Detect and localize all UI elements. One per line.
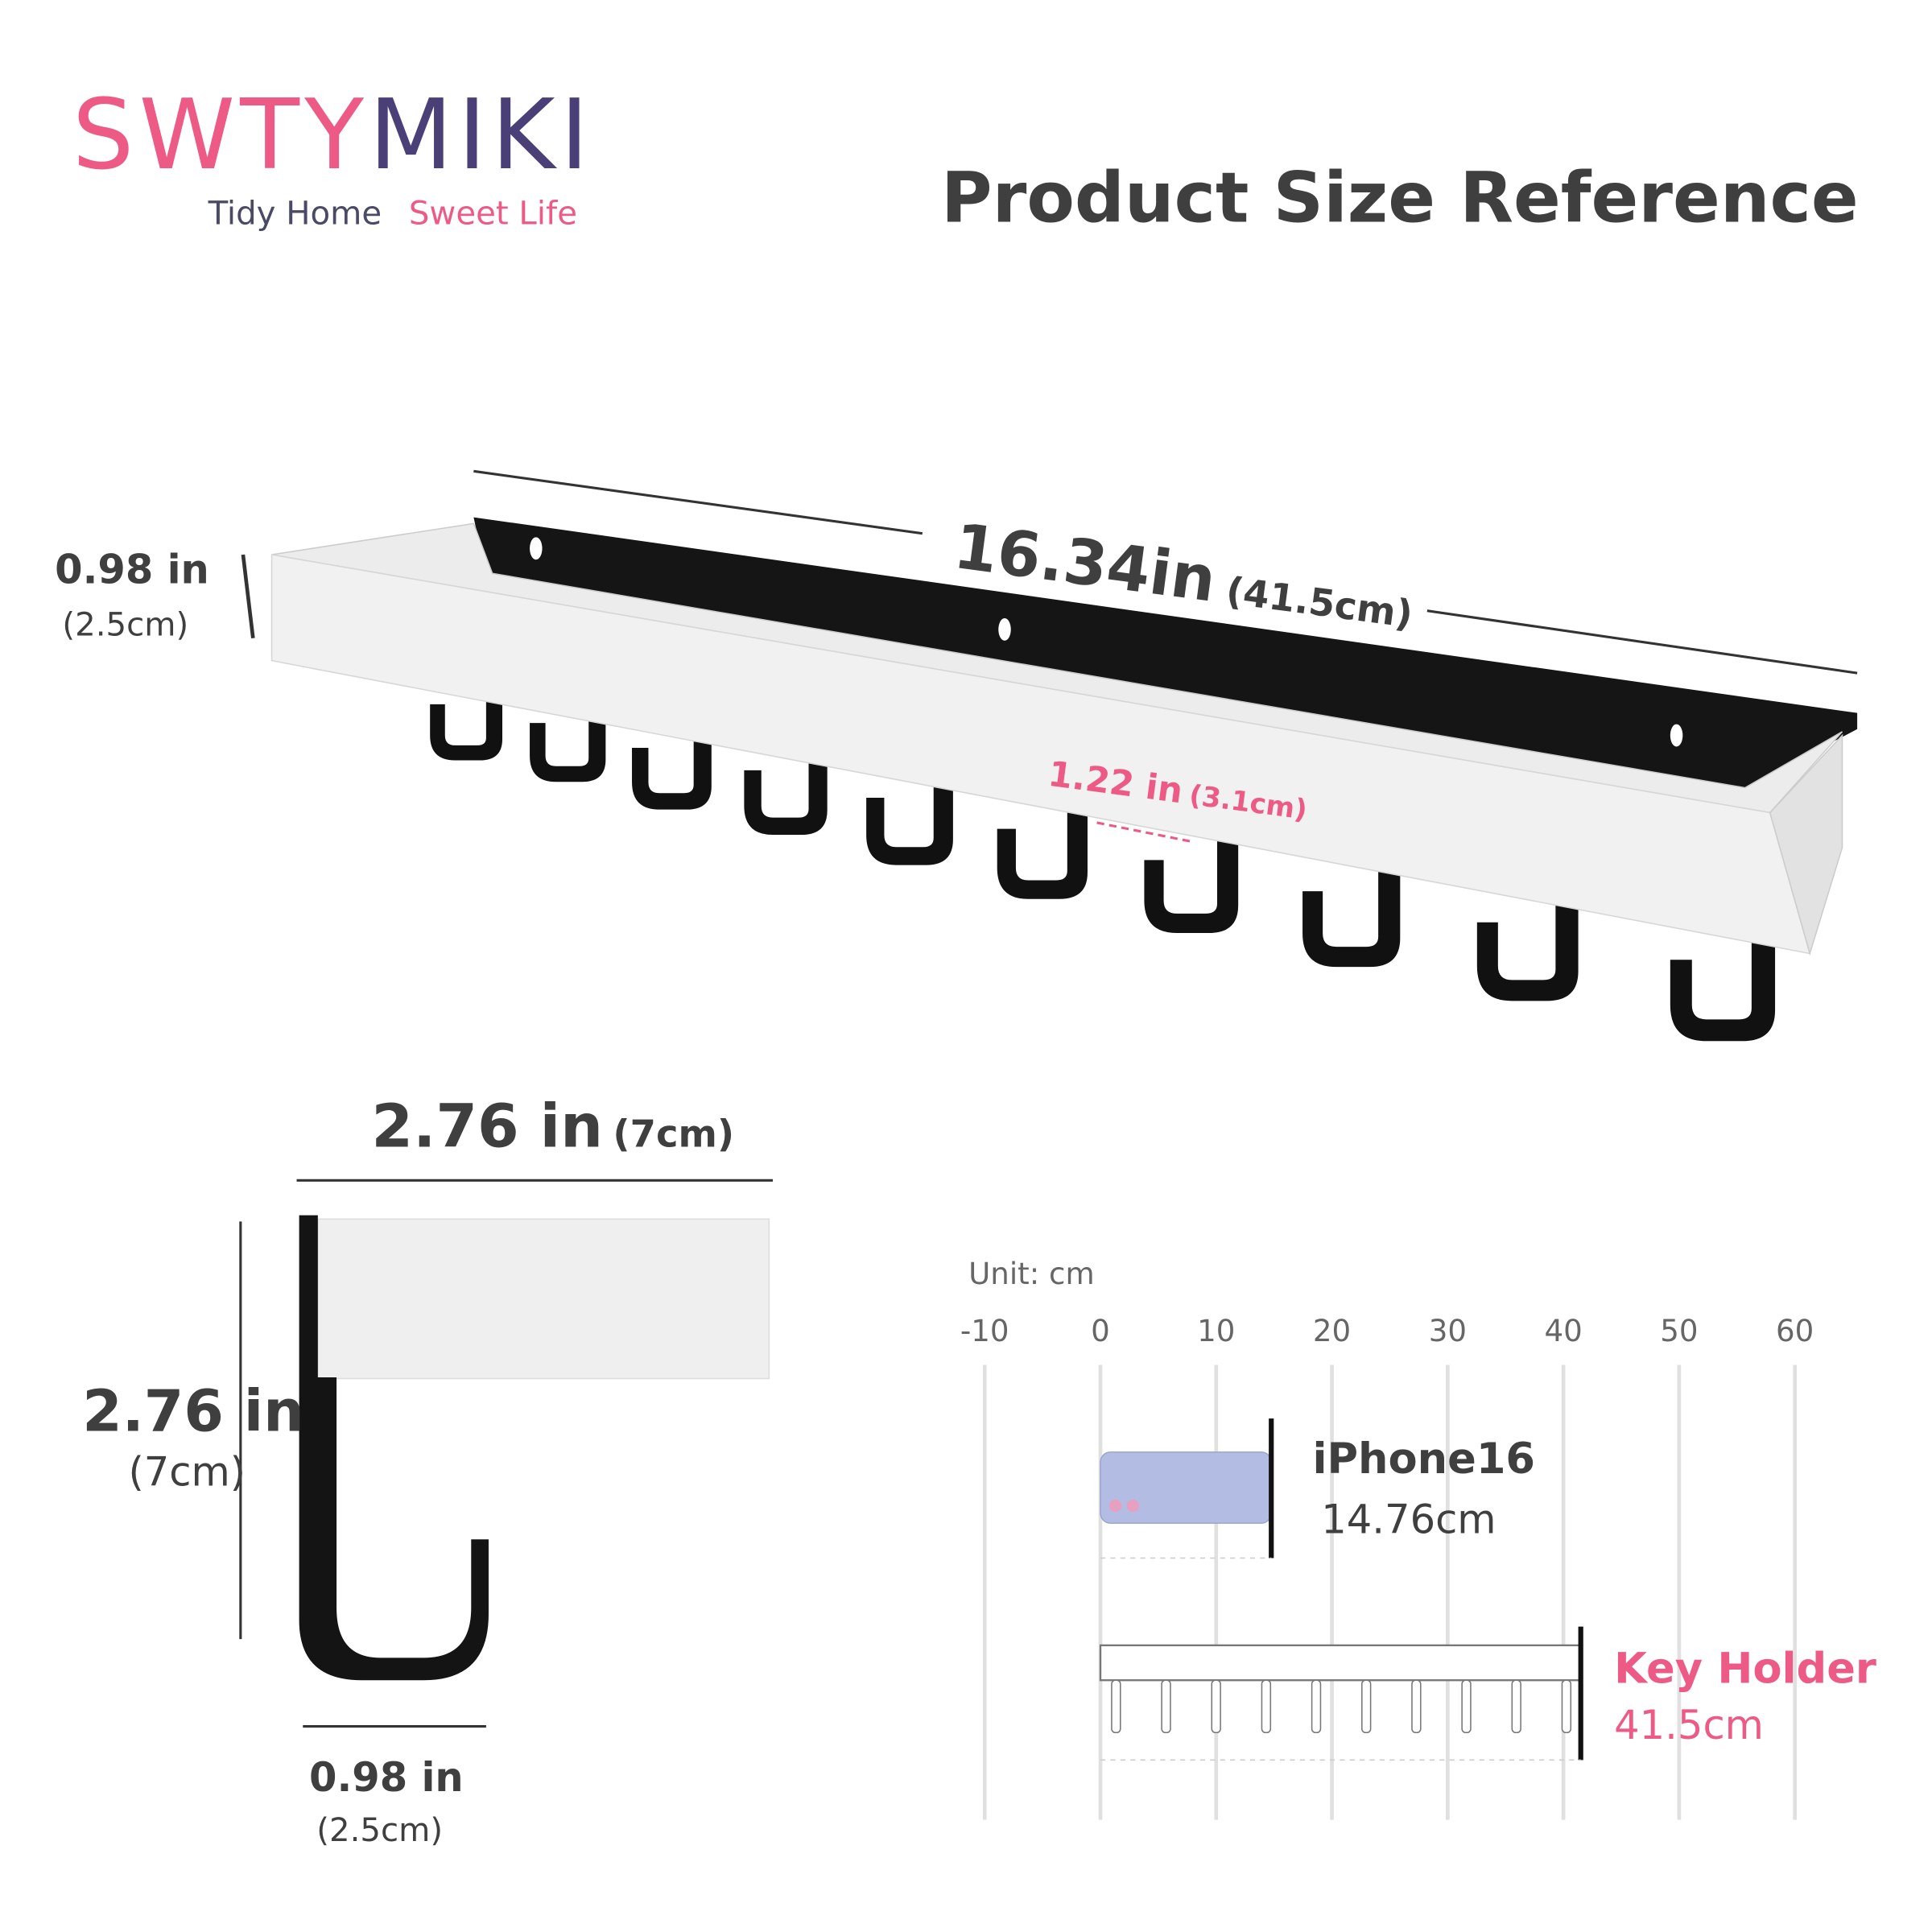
hook [1302,857,1401,968]
spacing-line [1096,821,1191,843]
dimension-line [241,554,255,639]
depth-label: 2.76 in (7cm) [371,1092,734,1162]
hook-width-metric-label: (2.5cm) [316,1812,443,1849]
keyhole [530,537,543,560]
mini-hook [1261,1679,1272,1734]
key-holder [1099,1644,1582,1682]
unit-label: Unit: cm [968,1257,1095,1291]
depth-cm: (7cm) [613,1113,734,1156]
side-board [317,1218,770,1380]
ruler-tick-label: 60 [1776,1314,1814,1348]
dimension-line [473,469,923,535]
ruler-tick-label: 40 [1544,1314,1582,1348]
mini-hook [1361,1679,1372,1734]
keyhole [1670,724,1683,747]
depth-in: 2.76 in [371,1092,603,1162]
ruler-tick-label: 10 [1197,1314,1235,1348]
ruler-tick-label: 30 [1429,1314,1467,1348]
ruler-tick-label: -10 [960,1314,1009,1348]
shelf-end-face [1769,733,1843,956]
mini-hook [1411,1679,1422,1734]
ruler-tick-label: 50 [1660,1314,1698,1348]
tagline: Tidy Home [208,196,382,233]
keyhole [998,618,1011,641]
mini-hook [1561,1679,1572,1734]
mini-hook [1211,1679,1221,1734]
hook-height-label: 2.76 in [82,1378,304,1445]
hook-height-metric-label: (7cm) [128,1449,246,1496]
page-title: Product Size Reference [941,159,1859,239]
mini-hook [1111,1679,1121,1734]
item-name: Key Holder [1614,1644,1876,1693]
mini-hook [1161,1679,1171,1734]
height-label: 0.98 in [55,547,209,593]
mini-hook [1311,1679,1322,1734]
shelf-back-panel [473,517,1858,788]
length-cm: (41.5cm) [1224,568,1415,636]
brand-logo: SWTYMIKI [72,79,594,192]
item-name: iPhone16 [1312,1435,1535,1484]
phone-camera [1126,1499,1140,1513]
side-hook [299,1215,489,1681]
height-metric-label: (2.5cm) [62,607,188,644]
phone [1100,1451,1272,1524]
phone-camera [1108,1499,1122,1513]
brand-part1: SWTY [72,79,369,192]
mini-hook [1461,1679,1472,1734]
hook [1144,828,1239,933]
ruler-tick-label: 0 [1091,1314,1110,1348]
hook-width-label: 0.98 in [309,1754,464,1801]
item-length: 14.76cm [1321,1496,1496,1543]
mini-hook [1511,1679,1521,1734]
tagline-accent: Sweet Life [409,196,577,233]
brand-part2: MIKI [369,79,593,192]
item-length: 41.5cm [1614,1702,1764,1748]
ruler-tick-label: 20 [1313,1314,1351,1348]
dimension-line [1426,609,1858,675]
